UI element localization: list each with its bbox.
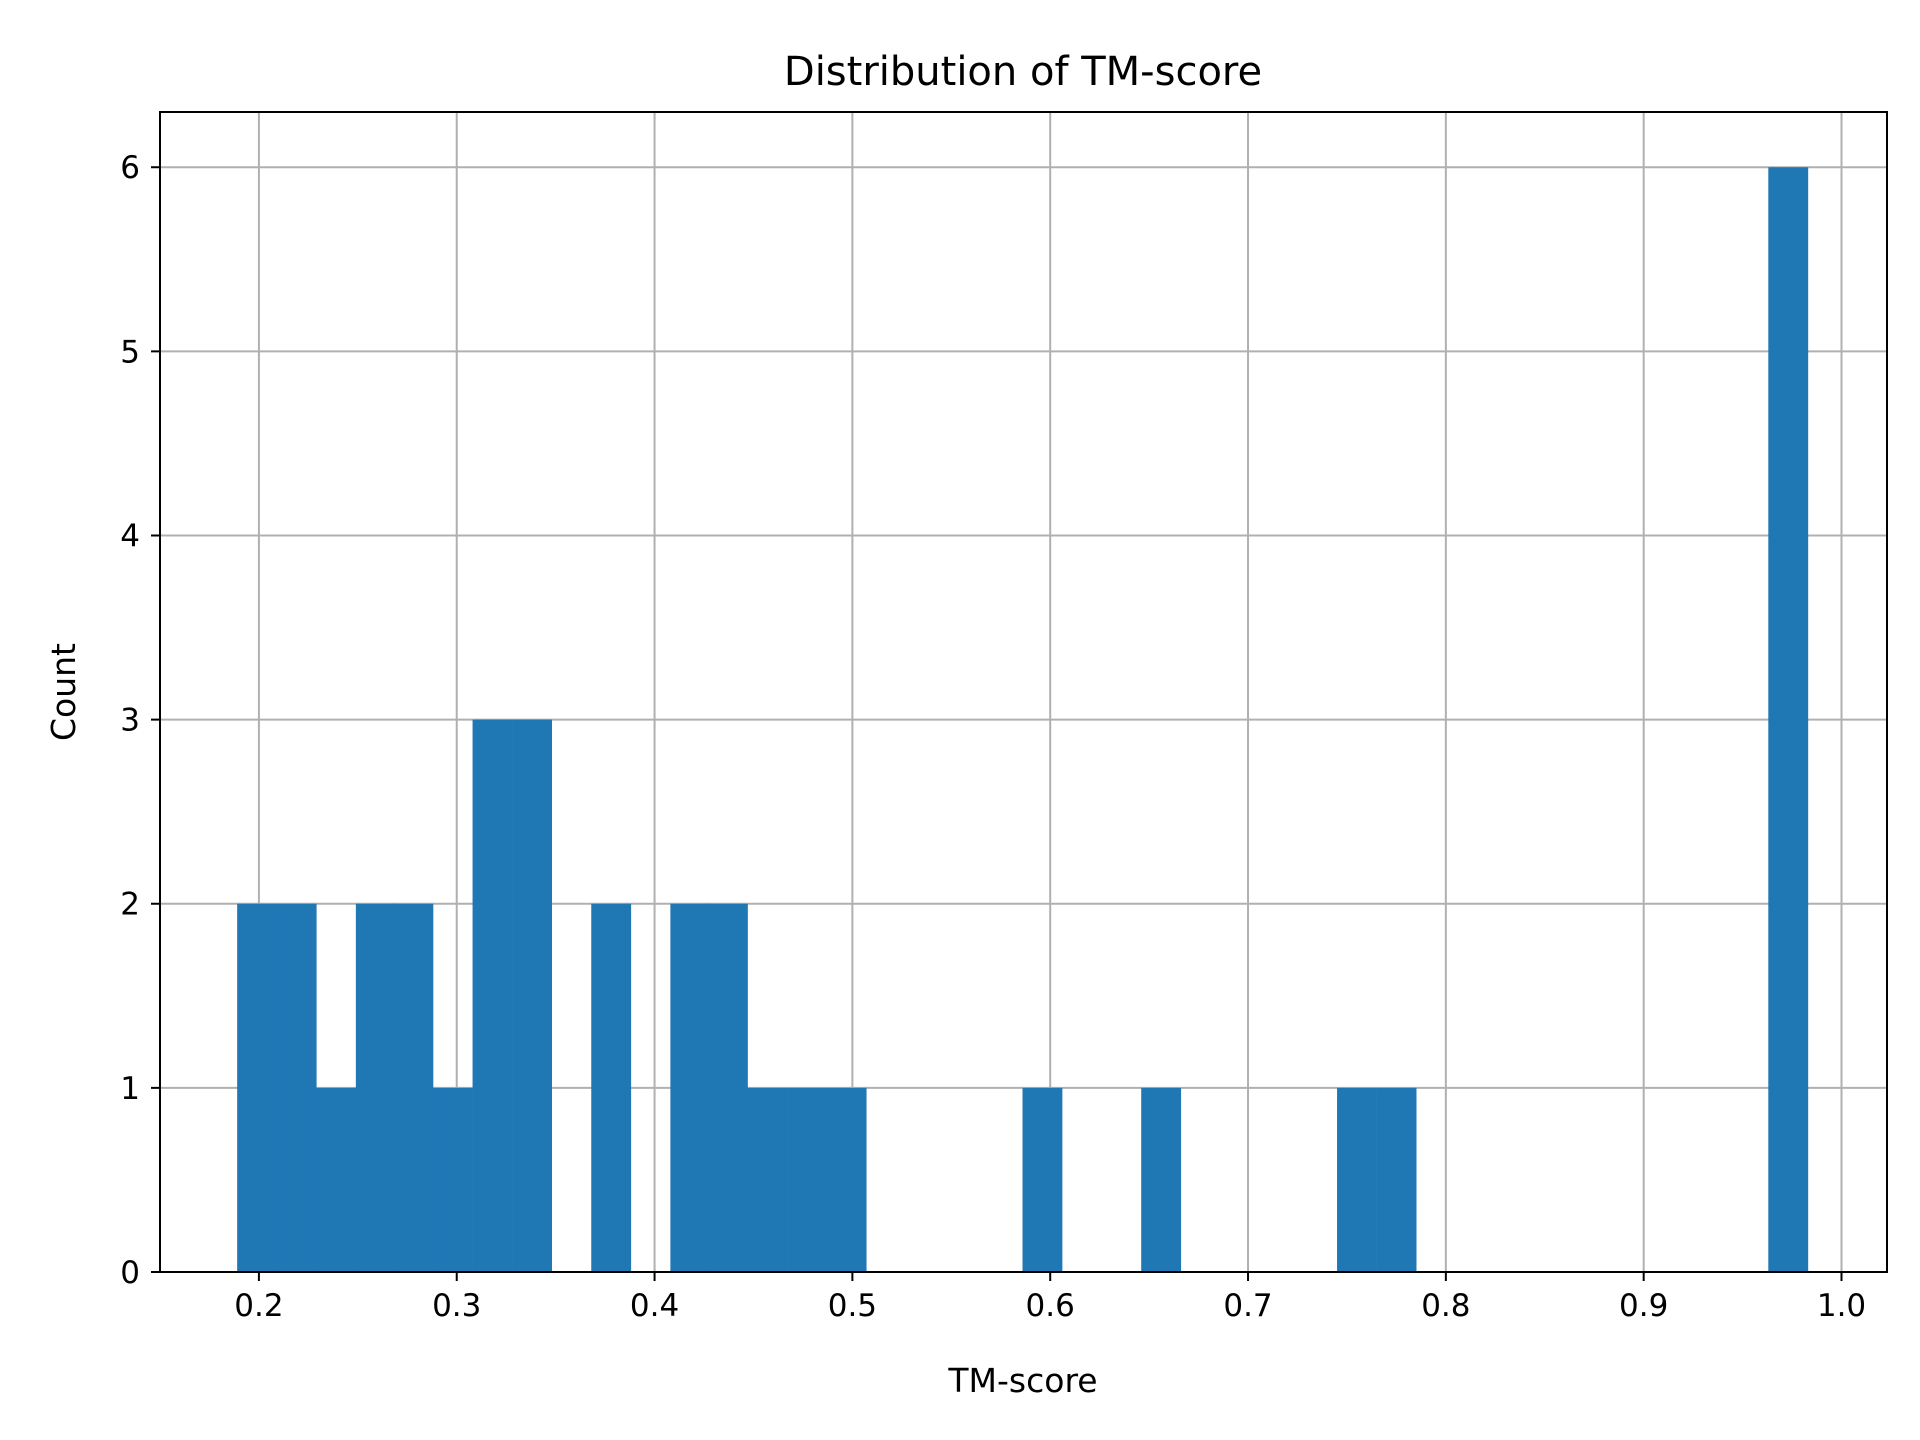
- histogram-bar: [1022, 1087, 1063, 1272]
- histogram-bar: [1337, 1087, 1377, 1272]
- chart-title: Distribution of TM-score: [784, 49, 1262, 95]
- histogram-bar: [747, 1087, 788, 1272]
- histogram-bar: [787, 1087, 827, 1272]
- histogram-bars: [237, 167, 1809, 1273]
- plot-frame: [159, 111, 1888, 1273]
- histogram-bar: [826, 1087, 867, 1272]
- x-tick-label: 0.6: [1026, 1288, 1075, 1324]
- histogram-bar: [512, 719, 552, 1272]
- histogram-bar: [432, 1087, 473, 1272]
- histogram-bar: [472, 719, 513, 1272]
- histogram-bar: [1141, 1087, 1182, 1272]
- histogram-bar: [237, 903, 278, 1272]
- x-tick-label: 0.2: [234, 1288, 283, 1324]
- y-tick-label: 5: [120, 334, 140, 370]
- y-tick-label: 4: [120, 518, 140, 554]
- x-tick-label: 0.3: [432, 1288, 481, 1324]
- x-tick-label: 0.9: [1619, 1288, 1668, 1324]
- axis-ticks: 0.2 0.3 0.4 0.5 0.6 0.7 0.8 0.9 1.0 0 1 2 3 4 5 6: [120, 150, 1866, 1324]
- x-tick-label: 0.8: [1421, 1288, 1470, 1324]
- histogram-bar: [591, 903, 632, 1272]
- x-tick-label: 1.0: [1817, 1288, 1866, 1324]
- histogram-bar: [1768, 167, 1809, 1273]
- y-tick-label: 0: [120, 1255, 140, 1291]
- histogram-bar: [1376, 1087, 1417, 1272]
- x-tick-label: 0.5: [828, 1288, 877, 1324]
- y-tick-label: 3: [120, 703, 140, 739]
- histogram-bar: [276, 903, 317, 1272]
- x-tick-label: 0.7: [1223, 1288, 1272, 1324]
- y-tick-label: 1: [120, 1071, 140, 1107]
- histogram-bar: [707, 903, 748, 1272]
- y-axis-title: Count: [44, 643, 83, 741]
- histogram-bar: [355, 903, 396, 1272]
- histogram-bar: [316, 1087, 357, 1272]
- histogram-bar: [670, 903, 711, 1272]
- y-tick-label: 2: [120, 887, 140, 923]
- histogram-bar: [393, 903, 434, 1272]
- x-axis-title: TM-score: [947, 1361, 1097, 1400]
- y-tick-label: 6: [120, 150, 140, 186]
- x-tick-label: 0.4: [630, 1288, 679, 1324]
